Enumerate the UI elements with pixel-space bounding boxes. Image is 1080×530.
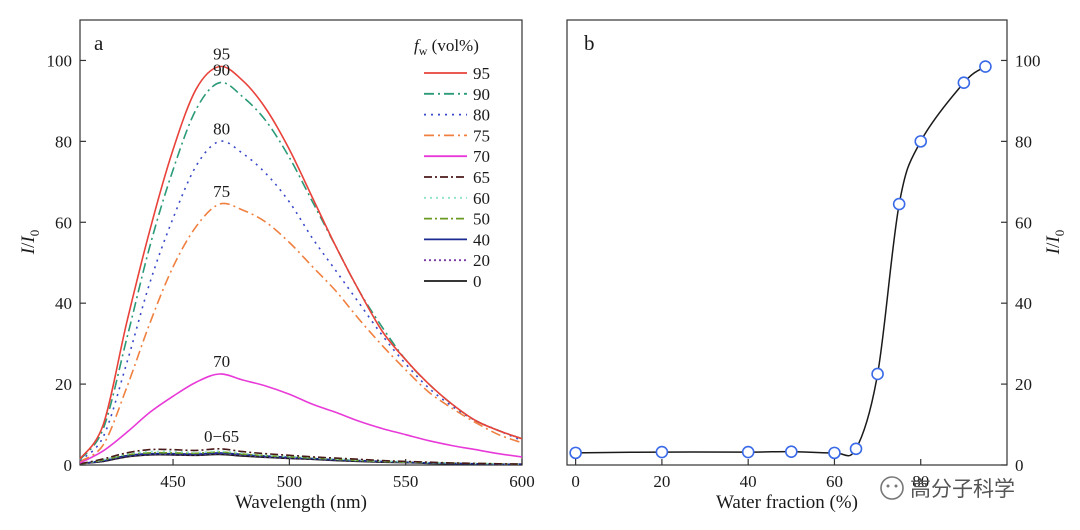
data-point: [569, 446, 582, 460]
data-point: [828, 446, 841, 460]
panel-a-x-tick-label: 450: [160, 472, 186, 491]
peak-annotation: 70: [213, 352, 230, 371]
panel-b-x-tick-label: 20: [653, 472, 670, 491]
panel-b-frame: [566, 19, 1008, 466]
peak-annotation: 95: [213, 45, 230, 64]
panel-a-y-label-sub: 0: [27, 230, 42, 237]
panel-b-y-label-sub: 0: [1052, 230, 1067, 237]
panel-b-x-tick-label: 0: [571, 472, 580, 491]
watermark: 高分子科学: [880, 476, 1015, 501]
panel-b-y-label-i2: I: [1043, 235, 1064, 244]
panel-a-y-label-slash: /: [18, 242, 39, 248]
panel-a-y-tick-label: 100: [47, 51, 73, 70]
data-point: [785, 445, 798, 458]
peak-annotation: 0−65: [204, 427, 239, 446]
legend-label-65: 65: [473, 168, 490, 187]
legend-label-80: 80: [473, 106, 490, 125]
panel-a-y-tick-label: 80: [55, 132, 72, 151]
peak-annotation: 80: [213, 119, 230, 138]
panel-b-y-tick-label: 60: [1015, 213, 1032, 232]
data-point: [871, 367, 884, 381]
panel-b-y-tick-label: 0: [1015, 456, 1024, 475]
series-line-40: [79, 452, 523, 466]
panel-b-x-tick-label: 80: [912, 472, 929, 491]
panel-b-y-tick-label: 20: [1015, 375, 1032, 394]
panel-a-x-tick-label: 600: [509, 472, 535, 491]
legend-title: fw (vol%): [414, 36, 479, 58]
series-line-90: [79, 81, 523, 461]
legend-label-0: 0: [473, 272, 482, 291]
wechat-logo-eye-left: [886, 484, 890, 488]
peak-annotation: 90: [213, 61, 230, 80]
panel-a-x-tick-label: 550: [393, 472, 419, 491]
series-line-95: [79, 65, 523, 460]
panel-a-y-label-i1: I: [18, 246, 39, 255]
panel-b-y-tick-label: 100: [1015, 51, 1041, 70]
legend-label-20: 20: [473, 251, 490, 270]
data-point: [957, 76, 971, 90]
data-point: [914, 135, 928, 148]
panel-b-letter: b: [584, 31, 595, 55]
legend-title-sub: w: [419, 44, 428, 58]
wechat-logo-eye-right: [894, 484, 898, 488]
panel-a-x-axis-label: Wavelength (nm): [235, 492, 367, 513]
panel-a-frame: [79, 19, 523, 466]
data-point: [655, 445, 669, 459]
panel-a-y-tick-label: 40: [55, 294, 72, 313]
legend-label-90: 90: [473, 85, 490, 104]
panel-a-y-tick-label: 20: [55, 375, 72, 394]
panel-a-y-tick-label: 60: [55, 213, 72, 232]
panel-b-y-label-slash: /: [1043, 242, 1064, 248]
data-point: [741, 445, 755, 459]
series-line-60: [79, 450, 523, 465]
panel-b-water-fraction: 0 20 40 60 80 0 20 40 60 80 100 b Water fraction (…: [566, 19, 1067, 513]
panel-b-x-tick-label: 40: [740, 472, 757, 491]
peak-annotation: 75: [213, 182, 230, 201]
data-point: [979, 60, 992, 73]
panel-b-y-tick-label: 80: [1015, 132, 1032, 151]
panel-b-ticks: 0 20 40 60 80 0 20 40 60 80 100: [571, 51, 1040, 491]
legend-label-75: 75: [473, 126, 490, 145]
panel-a-x-tick-label: 500: [277, 472, 303, 491]
series-line-65: [79, 447, 523, 465]
panel-a-y-axis-label: I/I0: [18, 230, 42, 255]
panel-a-y-label-i2: I: [18, 235, 39, 244]
wechat-logo-icon: [880, 476, 904, 500]
series-line-80: [79, 140, 523, 462]
watermark-text: 高分子科学: [910, 477, 1015, 501]
legend-label-50: 50: [473, 210, 490, 229]
panel-b-y-axis-label: I/I0: [1043, 230, 1067, 255]
legend-label-95: 95: [473, 64, 490, 83]
fit-curve: [575, 65, 986, 457]
panel-b-x-axis-label: Water fraction (%): [716, 492, 858, 513]
panel-a-letter: a: [94, 31, 104, 55]
series-line-70: [79, 373, 523, 464]
legend-title-f: f: [414, 36, 421, 55]
data-point: [892, 197, 906, 211]
series-line-75: [79, 202, 523, 463]
panel-a-y-tick-label: 0: [64, 456, 73, 475]
legend-title-rest: (vol%): [427, 36, 478, 55]
data-point: [849, 442, 863, 456]
legend-label-60: 60: [473, 189, 490, 208]
panel-b-y-label-i1: I: [1043, 246, 1064, 255]
legend-label-70: 70: [473, 147, 490, 166]
panel-b-y-tick-label: 40: [1015, 294, 1032, 313]
panel-b-series-group: [569, 60, 992, 460]
legend-label-40: 40: [473, 230, 490, 249]
panel-a-series-group: [79, 65, 523, 466]
panel-b-x-tick-label: 60: [826, 472, 843, 491]
